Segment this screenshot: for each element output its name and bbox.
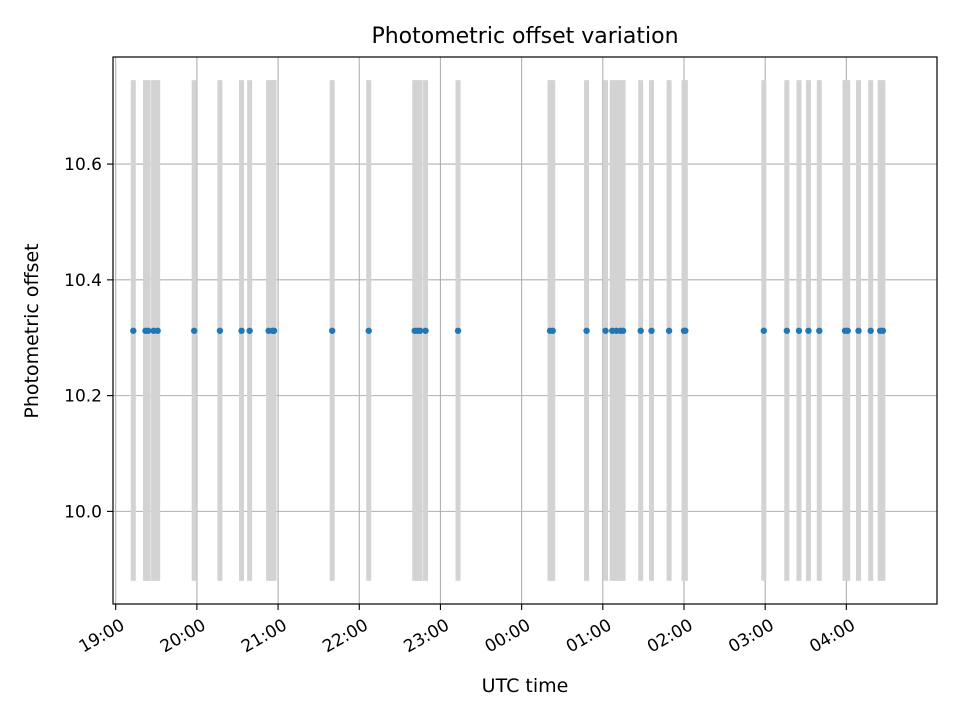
data-point bbox=[422, 327, 429, 334]
x-tick-label: 00:00 bbox=[482, 615, 534, 657]
data-point bbox=[760, 327, 768, 334]
x-tick-label: 22:00 bbox=[319, 615, 371, 657]
x-tick-label: 21:00 bbox=[238, 615, 290, 657]
tick-layer: 19:00 20:00 21:00 22:00 23:00 00:00 01:00 02:00… bbox=[64, 155, 859, 657]
data-point bbox=[637, 327, 644, 334]
data-point bbox=[583, 327, 590, 334]
data-point bbox=[144, 327, 152, 334]
data-point bbox=[867, 327, 874, 334]
x-tick-label: 20:00 bbox=[157, 615, 209, 657]
y-tick-label: 10.4 bbox=[64, 271, 102, 291]
x-axis-label: UTC time bbox=[482, 675, 569, 697]
x-tick-label: 19:00 bbox=[76, 615, 128, 657]
y-axis-label: Photometric offset bbox=[21, 243, 43, 418]
x-tick-label: 23:00 bbox=[400, 615, 452, 657]
data-point bbox=[795, 327, 803, 334]
data-point bbox=[190, 327, 198, 334]
data-point bbox=[844, 327, 851, 334]
data-point bbox=[665, 327, 673, 334]
data-point bbox=[805, 327, 812, 334]
data-point bbox=[648, 327, 655, 334]
data-point bbox=[855, 327, 862, 334]
data-point bbox=[454, 327, 462, 334]
data-point bbox=[682, 327, 689, 334]
data-point bbox=[238, 327, 245, 334]
data-point bbox=[816, 327, 823, 334]
data-point bbox=[328, 327, 336, 334]
plot-frame bbox=[112, 56, 938, 605]
data-point bbox=[246, 327, 253, 334]
x-tick-label: 04:00 bbox=[806, 615, 858, 657]
data-point bbox=[154, 327, 161, 334]
grid-layer bbox=[113, 57, 937, 604]
data-point bbox=[783, 327, 791, 334]
x-tick-label: 03:00 bbox=[725, 615, 777, 657]
y-tick-label: 10.6 bbox=[64, 155, 102, 175]
data-point bbox=[130, 327, 137, 334]
data-point bbox=[879, 327, 887, 334]
data-point bbox=[416, 327, 424, 334]
data-point bbox=[549, 327, 556, 334]
x-tick-label: 01:00 bbox=[563, 615, 615, 657]
y-tick-label: 10.2 bbox=[64, 387, 102, 407]
x-tick-label: 02:00 bbox=[644, 615, 696, 657]
y-tick-label: 10.0 bbox=[64, 502, 102, 522]
data-point bbox=[365, 327, 372, 334]
data-point bbox=[602, 327, 609, 334]
point-layer bbox=[130, 327, 887, 334]
chart-title: Photometric offset variation bbox=[371, 24, 678, 49]
data-point bbox=[270, 327, 278, 334]
data-point bbox=[216, 327, 224, 334]
data-point bbox=[619, 327, 627, 334]
